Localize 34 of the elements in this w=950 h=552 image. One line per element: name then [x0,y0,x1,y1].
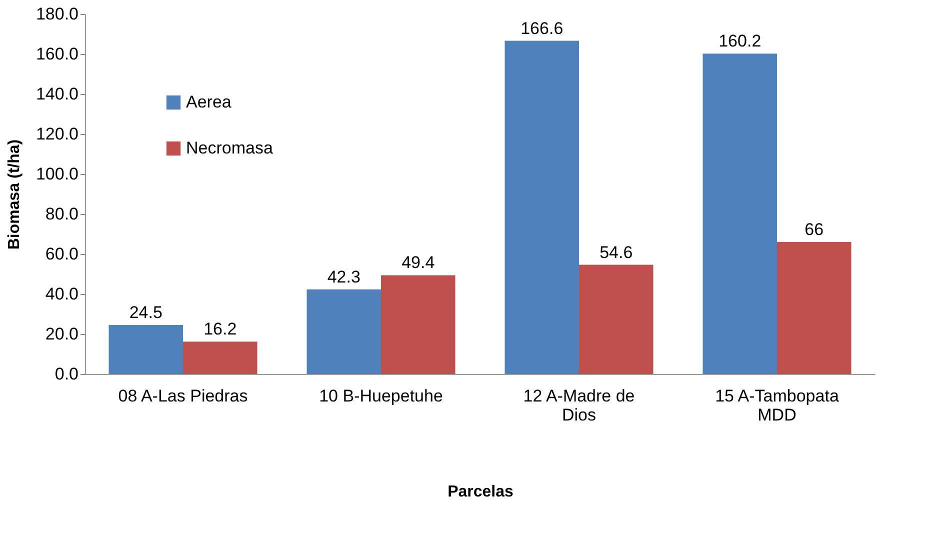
y-tick-label: 40.0 [45,284,78,304]
y-tick-label: 140.0 [36,84,78,104]
legend-label: Necromasa [186,138,274,158]
bar [108,325,184,374]
bar [776,242,852,374]
data-label: 54.6 [600,242,633,262]
x-tick-label: 15 A-Tambopata MDD [715,386,840,424]
y-tick-label: 20.0 [45,324,78,344]
x-axis-title: Parcelas [448,484,514,500]
y-tick-label: 120.0 [36,124,78,144]
x-tick-label: 08 A-Las Piedras [118,386,248,406]
y-tick-label: 0.0 [54,364,78,384]
y-axis-title: Biomasa (t/ha) [6,139,23,250]
y-tick-label: 100.0 [36,164,78,184]
y-tick-label: 80.0 [45,204,78,224]
y-tick-label: 160.0 [36,44,78,64]
bar [306,289,382,374]
data-label: 16.2 [204,320,237,339]
y-tick-label: 180.0 [36,4,78,24]
data-label: 24.5 [129,303,162,322]
bar [504,40,579,374]
data-label: 66 [804,220,824,239]
data-label: 160.2 [718,32,762,51]
legend-label: Aerea [186,92,232,112]
y-tick-label: 60.0 [45,244,78,264]
x-tick-label: 12 A-Madre de Dios [523,386,635,424]
bar [381,275,456,374]
bar [578,264,654,374]
data-label: 42.3 [327,267,360,286]
bar [702,54,777,374]
x-tick-label: 10 B-Huepetuhe [319,386,443,406]
data-label: 49.4 [402,253,435,272]
data-label: 166.6 [520,18,564,38]
bar [183,342,258,374]
